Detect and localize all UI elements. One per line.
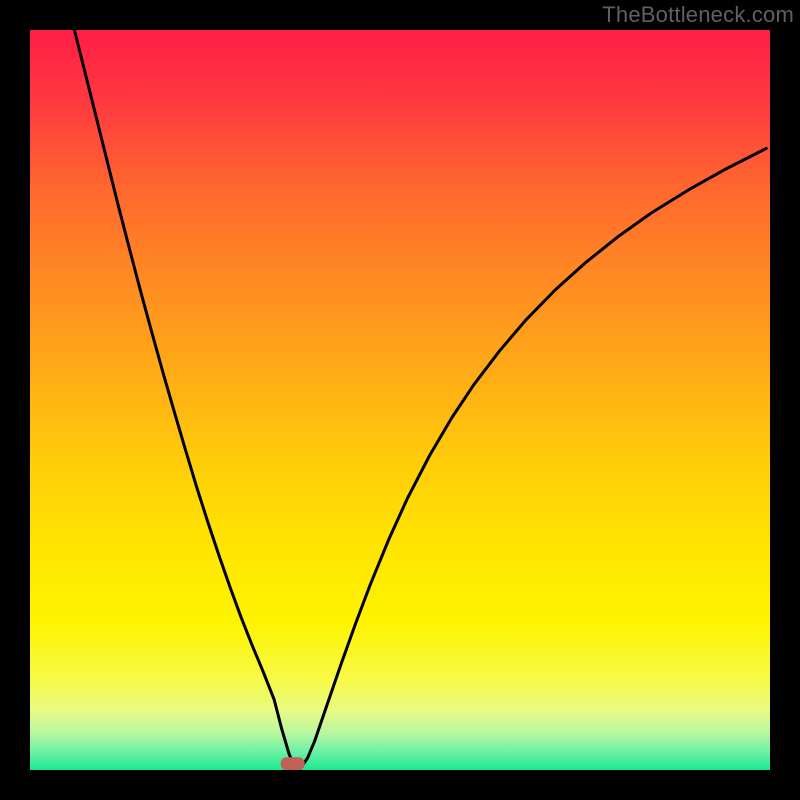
chart-frame: TheBottleneck.com [0, 0, 800, 800]
bottleneck-chart [30, 30, 770, 770]
gradient-background [30, 30, 770, 770]
watermark-text: TheBottleneck.com [602, 2, 794, 28]
optimal-marker [281, 757, 305, 770]
